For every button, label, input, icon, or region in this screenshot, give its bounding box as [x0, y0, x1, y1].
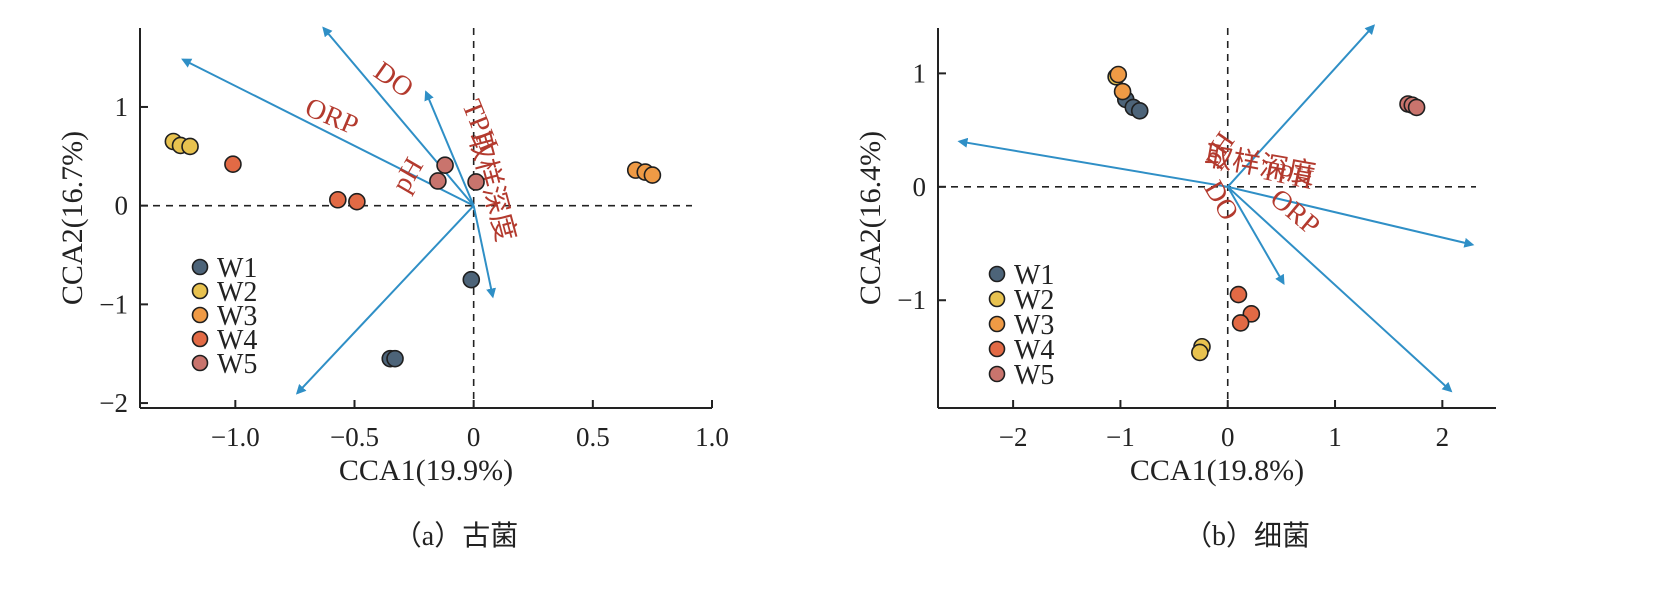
- data-point-w5: [467, 173, 485, 191]
- data-point-w1: [462, 270, 481, 289]
- data-point-w5: [1407, 98, 1426, 117]
- data-point-w5: [436, 156, 454, 174]
- x-axis-label: CCA1(19.9%): [339, 454, 513, 487]
- env-arrow: [295, 204, 475, 395]
- legend-marker: [191, 306, 209, 324]
- panel-a-archaea: −1.0 −0.5 0 0.5 1.0 −2 −1 0 1 CCA1(19.9%) CCA2(16.…: [56, 26, 729, 552]
- legend-label: W5: [1014, 360, 1054, 391]
- data-point-w2: [181, 137, 199, 156]
- y-tick-label: 1: [115, 92, 129, 122]
- y-tick-label: −1: [897, 285, 926, 315]
- env-arrow: [1227, 186, 1453, 393]
- legend-marker: [988, 290, 1006, 308]
- legend-label: W1: [1014, 260, 1054, 291]
- env-arrow: [957, 137, 1228, 188]
- y-axis-label: CCA2(16.4%): [854, 131, 887, 305]
- env-arrow-label: DO: [368, 56, 419, 105]
- env-arrow: [472, 205, 496, 299]
- data-point-w4: [348, 192, 366, 211]
- legend-marker: [988, 340, 1006, 358]
- y-tick-label: 0: [115, 191, 129, 221]
- legend-label: W3: [217, 301, 257, 332]
- x-tick-label: 1: [1328, 422, 1342, 452]
- env-arrow: [1227, 185, 1475, 248]
- legend-marker: [988, 265, 1006, 283]
- legend-label: W3: [1014, 310, 1054, 341]
- data-point-w4: [1231, 314, 1250, 332]
- env-arrow: [181, 58, 475, 207]
- y-tick-label: 1: [913, 58, 927, 88]
- x-tick-label: −0.5: [330, 422, 379, 452]
- legend-marker: [191, 258, 209, 276]
- legend-label: W4: [1014, 335, 1054, 366]
- y-tick-label: 0: [913, 172, 927, 202]
- legend-label: W2: [1014, 285, 1054, 316]
- data-point-w3: [1113, 82, 1132, 101]
- x-tick-label: 0: [1221, 422, 1235, 452]
- data-point-w4: [329, 190, 347, 209]
- legend-label: W5: [217, 349, 257, 380]
- x-tick-label: 1.0: [695, 422, 729, 452]
- env-arrow: [322, 26, 475, 207]
- y-tick-label: −1: [99, 289, 128, 319]
- data-point-w3: [1109, 65, 1128, 84]
- env-arrow: [1226, 24, 1376, 188]
- env-arrow-label: pH: [386, 153, 430, 198]
- legend-marker: [191, 330, 209, 348]
- y-tick-label: −2: [99, 388, 128, 418]
- panel-caption: （a）古菌: [394, 520, 518, 552]
- x-tick-label: 0: [467, 422, 481, 452]
- x-tick-label: −1: [1106, 422, 1135, 452]
- x-tick-label: −2: [999, 422, 1028, 452]
- data-point-w1: [1130, 102, 1149, 120]
- legend-marker: [191, 354, 209, 372]
- env-arrow: [1226, 186, 1285, 285]
- legend-marker: [191, 282, 209, 300]
- panel-b-bacteria: −2 −1 0 1 2−101CCA1(19.8%)CCA2(16.4%)（b）细菌pH…: [854, 24, 1496, 552]
- y-axis-label: CCA2(16.7%): [56, 131, 89, 305]
- env-arrow-label: ORP: [1264, 183, 1326, 242]
- panel-caption: （b）细菌: [1184, 520, 1310, 552]
- legend-marker: [988, 315, 1006, 333]
- x-tick-label: 2: [1436, 422, 1450, 452]
- data-point-w4: [224, 155, 242, 174]
- data-point-w2: [1191, 343, 1209, 362]
- legend-label: W2: [217, 277, 257, 308]
- data-point-w5: [429, 172, 447, 190]
- data-point-w4: [1229, 285, 1248, 304]
- x-axis-label: CCA1(19.8%): [1130, 454, 1304, 487]
- data-point-w3: [643, 166, 662, 184]
- legend-marker: [988, 365, 1006, 383]
- data-point-w1: [386, 349, 404, 368]
- env-arrow: [424, 90, 475, 207]
- x-tick-label: 0.5: [576, 422, 610, 452]
- legend-label: W4: [217, 325, 257, 356]
- x-tick-label: −1.0: [211, 422, 260, 452]
- legend-label: W1: [217, 253, 257, 284]
